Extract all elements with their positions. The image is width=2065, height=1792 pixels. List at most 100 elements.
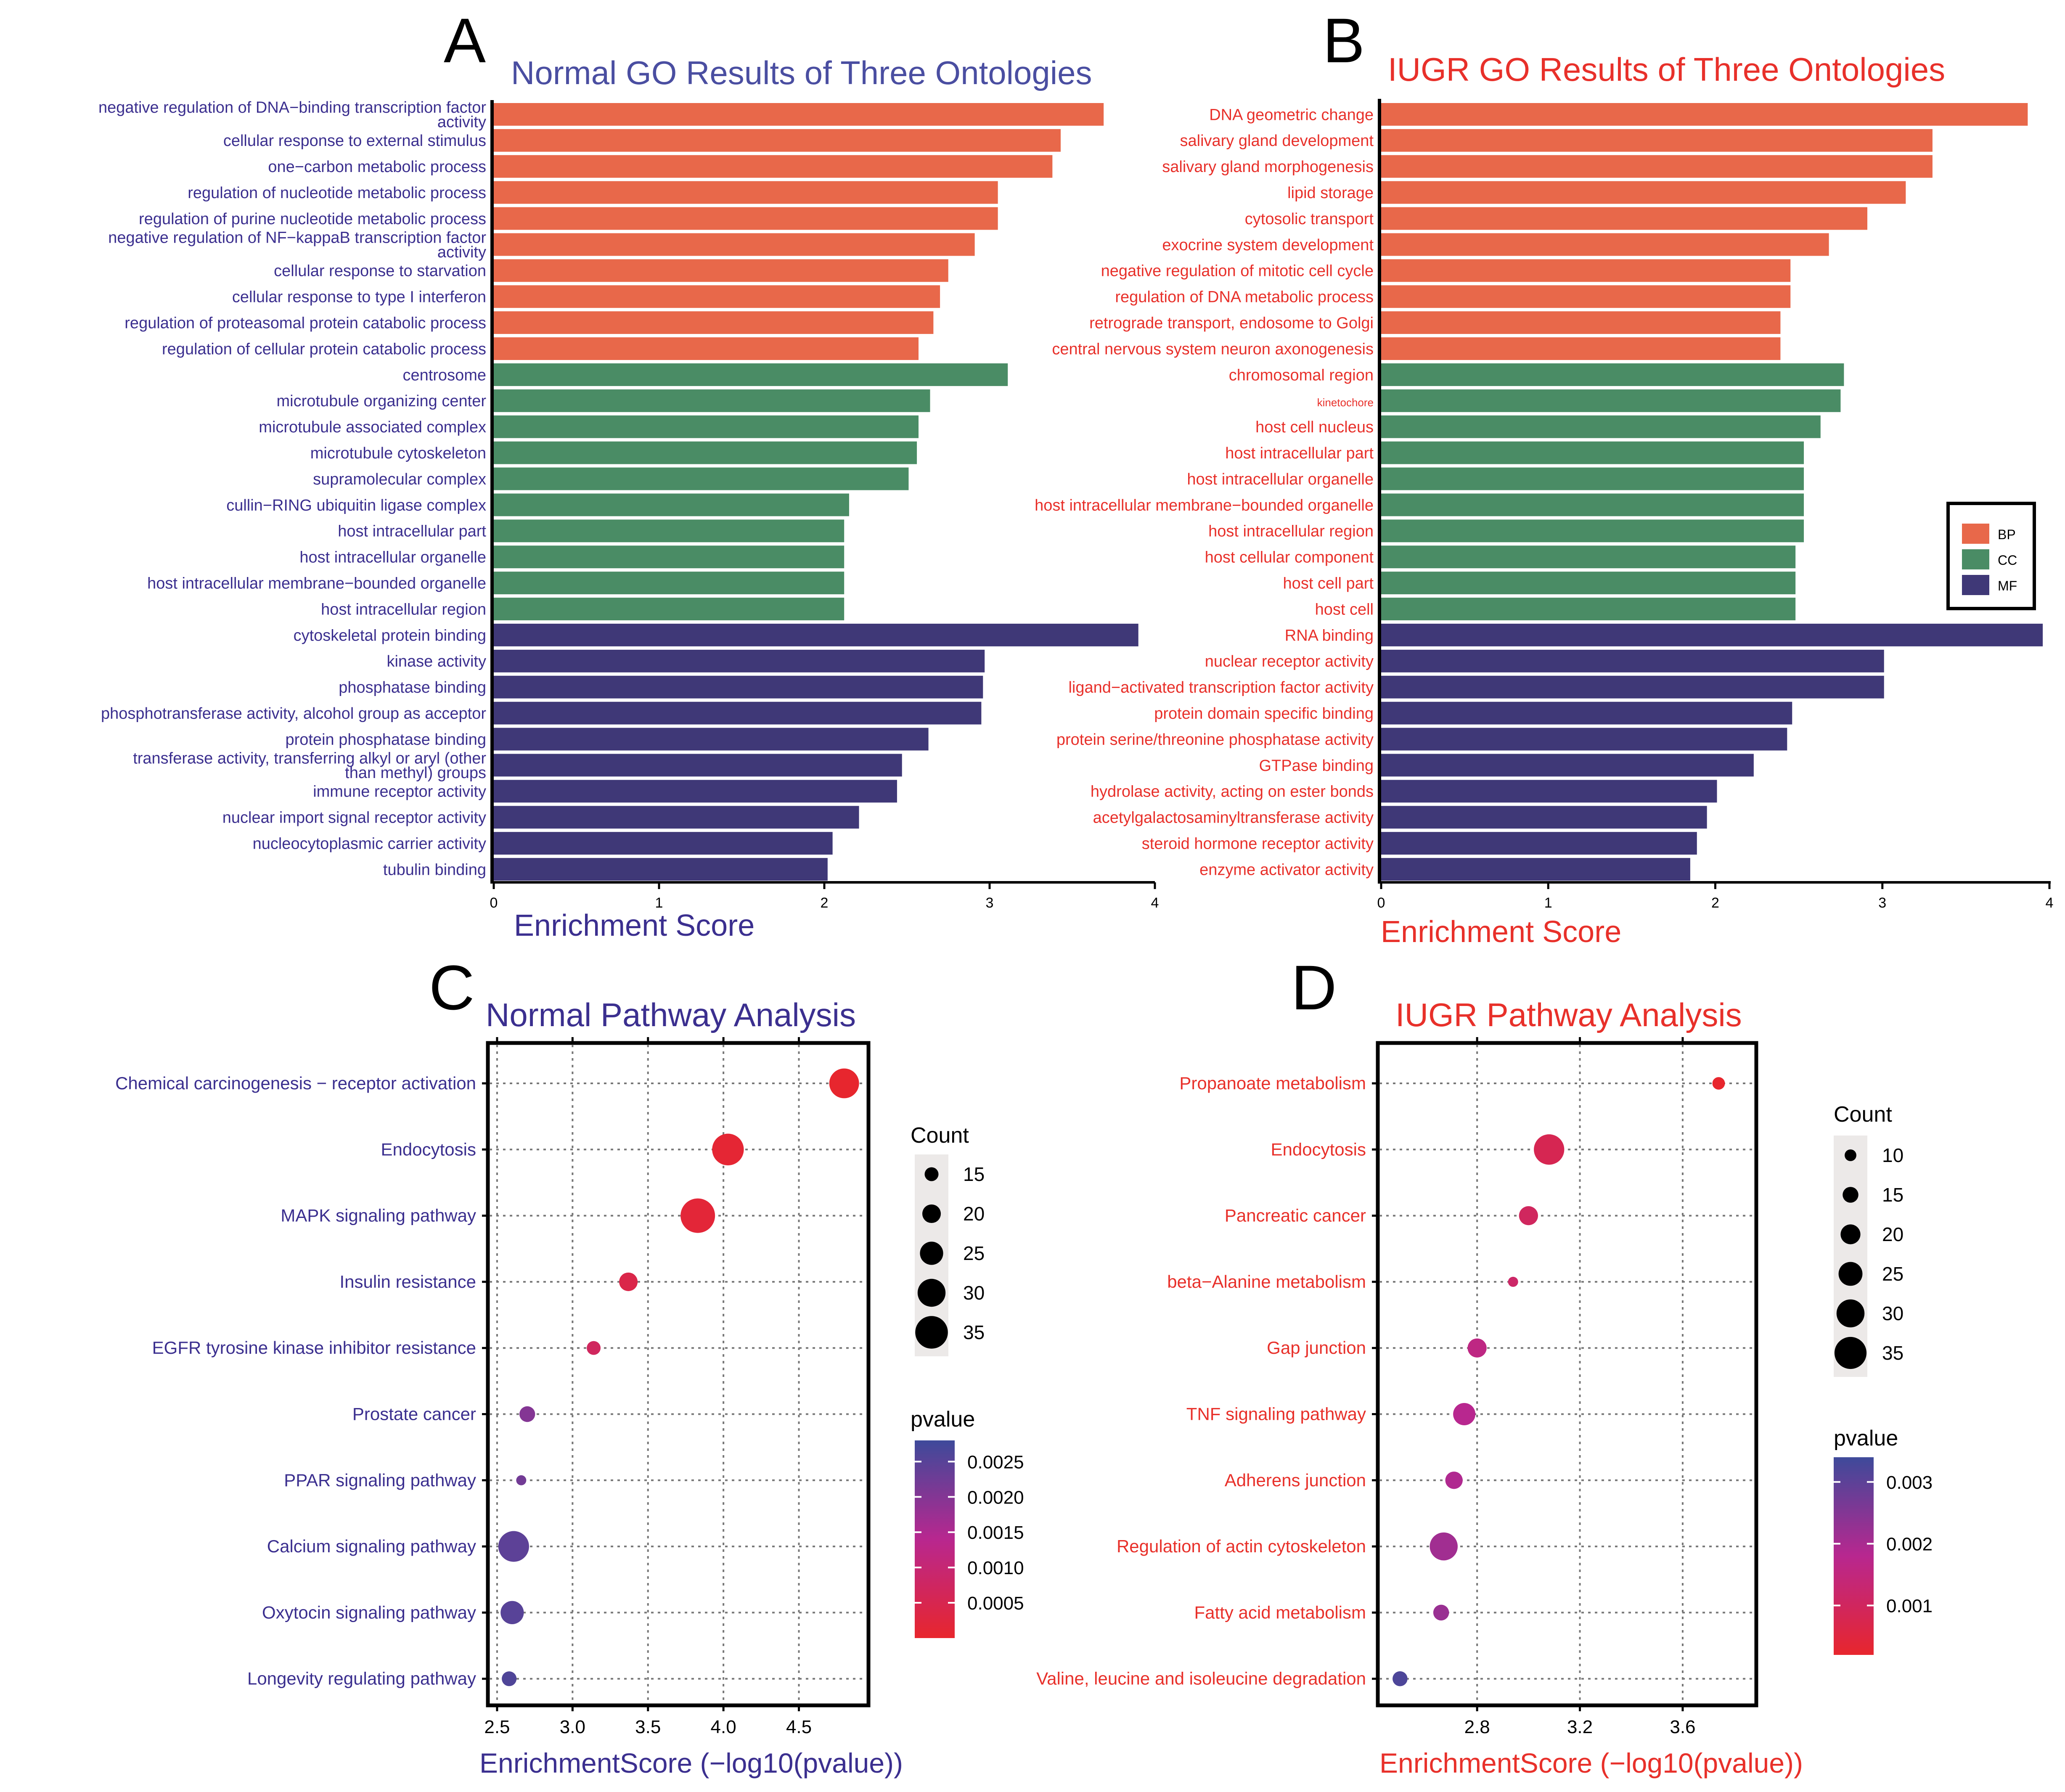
bar-protein-phosphatase-binding xyxy=(494,728,929,751)
bar-label-tubulin-binding: tubulin binding xyxy=(383,861,486,879)
bar-host-cell-nucleus xyxy=(1381,415,1821,438)
bar-label-steroid-hormone-receptor-activity: steroid hormone receptor activity xyxy=(1142,835,1374,852)
bar-transferase-activity-transferring-alkyl- xyxy=(494,754,902,777)
bar-label-nuclear-import-signal-receptor-activity: nuclear import signal receptor activity xyxy=(222,809,486,827)
bar-label-hydrolase-activity-acting-on-ester-bonds: hydrolase activity, acting on ester bond… xyxy=(1091,783,1374,801)
point-valine-leucine-and-isoleucine-degradatio xyxy=(1393,1671,1408,1686)
point-endocytosis xyxy=(712,1133,744,1165)
point-prostate-cancer xyxy=(519,1406,535,1422)
pvalue-legend-label: 0.003 xyxy=(1886,1472,1933,1493)
panel-letter-a: A xyxy=(444,5,486,76)
bar-regulation-of-cellular-protein-catabolic xyxy=(494,337,919,360)
bar-steroid-hormone-receptor-activity xyxy=(1381,832,1697,855)
panel-c-dot-plot: Normal Pathway Analysis Chemical carcino… xyxy=(115,996,1024,1779)
bar-kinase-activity xyxy=(494,649,985,672)
pathway-label-adherens-junction: Adherens junction xyxy=(1225,1470,1366,1490)
legend-swatch-bp xyxy=(1962,524,1989,544)
pathway-label-valine-leucine-and-isoleucine-degradatio: Valine, leucine and isoleucine degradati… xyxy=(1036,1669,1366,1689)
pathway-label-insulin-resistance: Insulin resistance xyxy=(340,1272,477,1292)
panel-a-bars: negative regulation of DNA−binding trans… xyxy=(98,99,1138,881)
pvalue-legend-label: 0.0025 xyxy=(967,1452,1024,1472)
point-gap-junction xyxy=(1467,1338,1487,1358)
panel-d-points xyxy=(1393,1077,1725,1686)
pvalue-legend-label: 0.0005 xyxy=(967,1593,1024,1614)
bar-label-cellular-response-to-external-stimulus: cellular response to external stimulus xyxy=(223,132,486,150)
x-tick-label: 4 xyxy=(1151,895,1159,911)
bar-label-cytosolic-transport: cytosolic transport xyxy=(1245,210,1374,228)
bar-host-cell xyxy=(1381,598,1796,620)
count-legend-label: 15 xyxy=(963,1163,985,1185)
bar-microtubule-cytoskeleton xyxy=(494,441,917,464)
bar-label-nucleocytoplasmic-carrier-activity: nucleocytoplasmic carrier activity xyxy=(253,835,486,852)
bar-label-microtubule-cytoskeleton: microtubule cytoskeleton xyxy=(310,445,486,462)
count-legend-label: 15 xyxy=(1882,1184,1904,1206)
count-legend-dot xyxy=(1836,1299,1865,1328)
x-tick-label: 1 xyxy=(1544,895,1552,911)
bar-label-chromosomal-region: chromosomal region xyxy=(1229,366,1374,384)
bar-gtpase-binding xyxy=(1381,754,1754,777)
panel-a-x-ticks: 0 1 2 3 4 xyxy=(490,882,1159,911)
bar-label-salivary-gland-development: salivary gland development xyxy=(1180,132,1374,150)
x-tick-label: 1 xyxy=(655,895,663,911)
bar-chromosomal-region xyxy=(1381,363,1844,386)
bar-rna-binding xyxy=(1381,624,2043,646)
pathway-label-calcium-signaling-pathway: Calcium signaling pathway xyxy=(267,1536,476,1556)
point-mapk-signaling-pathway xyxy=(680,1198,715,1233)
count-legend-label: 25 xyxy=(1882,1263,1904,1285)
bar-label-regulation-of-nucleotide-metabolic-proce: regulation of nucleotide metabolic proce… xyxy=(188,184,486,202)
bar-host-intracellular-part xyxy=(1381,441,1804,464)
bar-cytosolic-transport xyxy=(1381,207,1867,230)
count-legend-dot xyxy=(920,1241,943,1265)
bar-centrosome xyxy=(494,363,1008,386)
x-tick-label: 2.8 xyxy=(1464,1717,1490,1737)
bar-label-kinase-activity: kinase activity xyxy=(387,653,486,670)
panel-c-title: Normal Pathway Analysis xyxy=(486,996,856,1033)
legend-swatch-mf xyxy=(1962,575,1989,595)
bar-negative-regulation-of-mitotic-cell-cycl xyxy=(1381,259,1791,282)
pathway-label-beta-alanine-metabolism: beta−Alanine metabolism xyxy=(1167,1272,1366,1292)
bar-microtubule-organizing-center xyxy=(494,389,930,412)
bar-label-one-carbon-metabolic-process: one−carbon metabolic process xyxy=(268,158,486,176)
bar-negative-regulation-of-nf-kappab-transcr xyxy=(494,233,975,256)
point-propanoate-metabolism xyxy=(1712,1077,1725,1090)
pvalue-legend-label: 0.002 xyxy=(1886,1534,1933,1555)
bar-label-regulation-of-cellular-protein-catabolic: regulation of cellular protein catabolic… xyxy=(162,340,486,358)
pathway-label-chemical-carcinogenesis-receptor-activat: Chemical carcinogenesis − receptor activ… xyxy=(115,1073,476,1093)
bar-label-regulation-of-dna-metabolic-process: regulation of DNA metabolic process xyxy=(1115,289,1374,306)
bar-label-host-intracellular-part: host intracellular part xyxy=(1225,445,1374,462)
bar-immune-receptor-activity xyxy=(494,780,897,803)
point-fatty-acid-metabolism xyxy=(1433,1604,1449,1621)
bar-regulation-of-purine-nucleotide-metaboli xyxy=(494,207,998,230)
x-tick-label: 4.5 xyxy=(786,1717,812,1737)
bar-microtubule-associated-complex xyxy=(494,415,919,438)
x-tick-label: 3 xyxy=(1878,895,1886,911)
pvalue-colorbar xyxy=(915,1440,955,1638)
bar-label-host-cell-nucleus: host cell nucleus xyxy=(1255,418,1374,436)
panel-c-count-legend-title: Count xyxy=(911,1123,969,1148)
point-longevity-regulating-pathway xyxy=(502,1671,517,1686)
bar-label-microtubule-associated-complex: microtubule associated complex xyxy=(259,418,486,436)
bar-host-intracellular-organelle xyxy=(494,545,845,569)
bar-salivary-gland-morphogenesis xyxy=(1381,155,1933,178)
bar-label-acetylgalactosaminyltransferase-activity: acetylgalactosaminyltransferase activity xyxy=(1093,809,1374,827)
pathway-label-ppar-signaling-pathway: PPAR signaling pathway xyxy=(284,1470,476,1490)
point-adherens-junction xyxy=(1445,1472,1463,1489)
x-tick-label: 4.0 xyxy=(711,1717,736,1737)
count-legend-dot xyxy=(922,1204,941,1223)
bar-label-host-cell-part: host cell part xyxy=(1283,574,1374,592)
bar-label-protein-serine-threonine-phosphatase-act: protein serine/threonine phosphatase act… xyxy=(1056,731,1374,749)
bar-host-intracellular-membrane-bounded-orga xyxy=(1381,493,1804,516)
x-tick-label: 3.2 xyxy=(1567,1717,1593,1737)
panel-d-count-legend: Count 10 15 20 25 30 35 xyxy=(1834,1102,1904,1377)
bar-nuclear-receptor-activity xyxy=(1381,649,1884,672)
bar-cullin-ring-ubiquitin-ligase-complex xyxy=(494,493,849,516)
bar-label-phosphatase-binding: phosphatase binding xyxy=(339,679,486,696)
pathway-label-egfr-tyrosine-kinase-inhibitor-resistanc: EGFR tyrosine kinase inhibitor resistanc… xyxy=(152,1338,476,1358)
count-legend-label: 35 xyxy=(1882,1342,1904,1364)
bar-label-exocrine-system-development: exocrine system development xyxy=(1162,236,1374,254)
x-tick-label: 3 xyxy=(986,895,994,911)
bar-host-intracellular-region xyxy=(494,598,845,620)
bar-label-cytoskeletal-protein-binding: cytoskeletal protein binding xyxy=(294,627,486,644)
x-tick-label: 4 xyxy=(2046,895,2054,911)
bar-label-microtubule-organizing-center: microtubule organizing center xyxy=(277,392,487,410)
